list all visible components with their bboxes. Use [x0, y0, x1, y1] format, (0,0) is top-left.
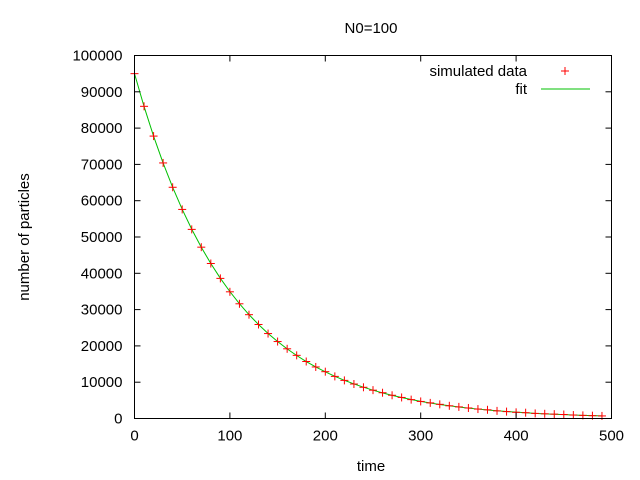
x-axis-label: time — [357, 458, 385, 475]
y-tick-label: 60000 — [81, 193, 123, 210]
legend: simulated data fit — [429, 63, 590, 98]
data-point — [473, 405, 482, 414]
data-point — [330, 372, 339, 381]
data-point — [407, 395, 416, 404]
y-tick-label: 50000 — [81, 229, 123, 246]
x-tick-label: 400 — [504, 428, 529, 445]
x-tick-label: 300 — [408, 428, 433, 445]
plot-frame — [134, 55, 612, 419]
y-tick-label: 80000 — [81, 120, 123, 137]
data-point — [349, 380, 358, 389]
data-point — [140, 102, 149, 111]
data-point — [187, 225, 196, 234]
chart-title: N0=100 — [345, 20, 398, 37]
data-point — [445, 401, 454, 410]
data-point — [197, 243, 206, 252]
data-point — [378, 388, 387, 397]
x-tick-label: 100 — [217, 428, 242, 445]
legend-label-simulated-data: simulated data — [429, 63, 527, 80]
data-point — [178, 205, 187, 214]
data-point — [569, 411, 578, 420]
data-point — [359, 383, 368, 392]
data-point — [426, 398, 435, 407]
data-point — [388, 391, 397, 400]
data-point — [521, 408, 530, 417]
legend-marker-simulated-data — [561, 67, 569, 75]
data-point — [244, 310, 253, 319]
x-tick-label: 200 — [313, 428, 338, 445]
data-point — [369, 386, 377, 395]
y-tick-label: 20000 — [81, 338, 123, 355]
y-tick-label: 100000 — [72, 48, 122, 65]
y-tick-label: 40000 — [81, 265, 123, 282]
y-axis-label: number of particles — [16, 173, 33, 301]
legend-label-fit: fit — [515, 81, 528, 98]
data-point — [397, 393, 406, 402]
data-point — [206, 259, 215, 268]
data-point — [321, 367, 330, 376]
data-point — [254, 320, 263, 329]
data-point — [531, 409, 540, 418]
data-point — [149, 132, 158, 141]
data-point — [340, 376, 349, 385]
legend-plus-icon — [561, 67, 569, 75]
data-point — [454, 402, 463, 411]
data-point — [435, 400, 444, 409]
data-point — [283, 344, 292, 353]
axes: 0 100 200 300 400 500 0 10000 20000 30000 40000 500… — [72, 48, 624, 445]
data-point — [483, 405, 492, 414]
x-tick-label: 0 — [130, 428, 138, 445]
fit-line — [134, 73, 602, 417]
data-point — [159, 158, 168, 167]
y-tick-label: 70000 — [81, 156, 123, 173]
data-point — [302, 357, 311, 366]
data-point — [416, 397, 425, 406]
y-tick-label: 0 — [114, 411, 122, 428]
y-tick-label: 30000 — [81, 302, 123, 319]
data-point — [311, 362, 320, 371]
data-point — [559, 410, 568, 419]
x-tick-label: 500 — [599, 428, 624, 445]
y-tick-label: 10000 — [81, 374, 123, 391]
y-tick-label: 90000 — [81, 84, 123, 101]
data-point — [493, 406, 502, 415]
data-point — [264, 329, 273, 338]
data-point — [464, 403, 473, 412]
data-point — [225, 287, 234, 296]
data-point — [235, 299, 244, 308]
data-point — [550, 410, 559, 419]
plot-marks — [130, 69, 606, 420]
data-point — [292, 351, 301, 360]
data-point — [216, 274, 225, 283]
data-point — [502, 407, 511, 416]
data-point — [273, 337, 282, 346]
data-point — [168, 183, 177, 192]
data-point — [540, 409, 549, 418]
